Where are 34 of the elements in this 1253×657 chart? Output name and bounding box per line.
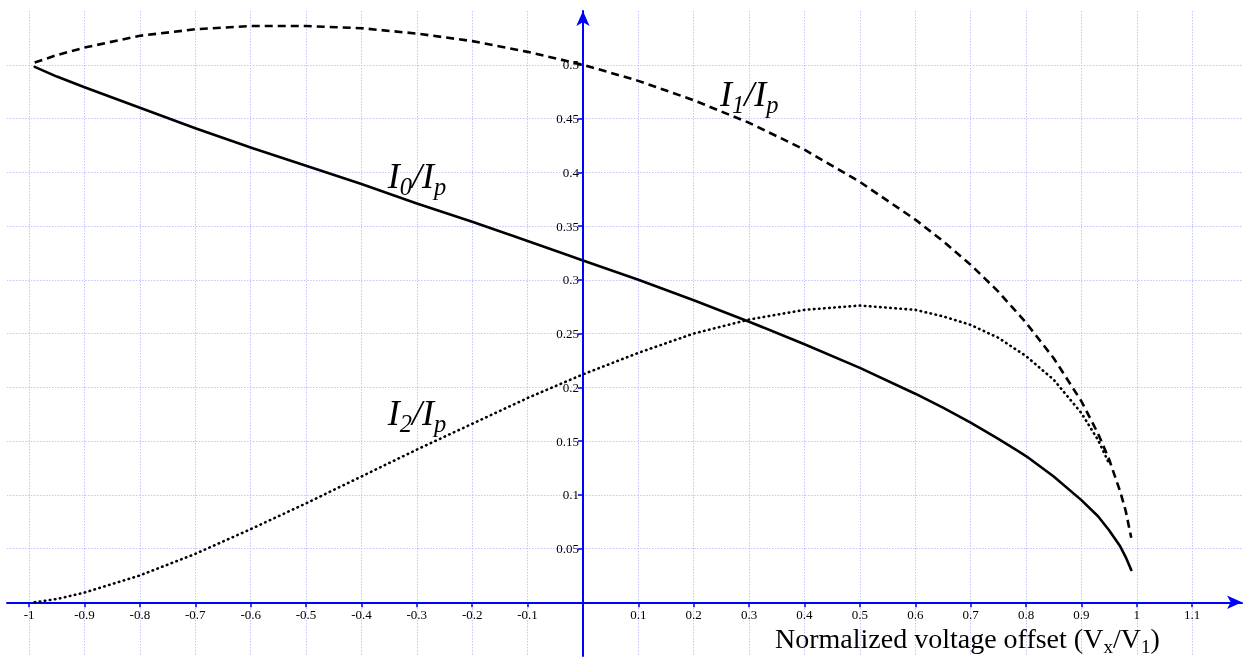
- x-tick-label: -0.5: [295, 607, 317, 623]
- x-tick-label: 0.8: [1017, 607, 1035, 623]
- y-tick-label: 0.15: [556, 433, 579, 449]
- x-tick-label: 0.2: [685, 607, 702, 623]
- x-tick-label: 0.3: [740, 607, 758, 623]
- x-tick-label: 0.4: [796, 607, 814, 623]
- y-tick-label: 0.05: [556, 541, 579, 556]
- x-tick-label: -0.2: [461, 607, 483, 623]
- x-tick-label: -1: [23, 607, 35, 623]
- x-tick-label: -0.6: [240, 607, 262, 623]
- x-tick-label: -0.4: [351, 607, 373, 623]
- y-tick-label: 0.45: [556, 111, 579, 126]
- series-label: I$_{0}$/I$_{p}$: [387, 156, 447, 201]
- x-tick-label: -0.3: [406, 607, 428, 623]
- y-tick-label: 0.3: [562, 272, 579, 288]
- x-tick-label: -0.9: [74, 607, 95, 623]
- series-label: I$_{1}$/I$_{p}$: [720, 73, 779, 118]
- x-tick-label: -0.7: [185, 607, 207, 623]
- y-tick-label: 0.2: [562, 379, 579, 395]
- y-tick-label: 0.35: [556, 218, 579, 234]
- x-tick-label: 0.7: [962, 607, 980, 623]
- x-tick-label: -0.1: [517, 607, 538, 623]
- x-axis-title: Normalized voltage offset (V$_{x}$/V$_{1}$): [775, 623, 1160, 657]
- x-tick-label: 0.5: [851, 607, 868, 623]
- x-tick-label: 0.9: [1073, 607, 1090, 623]
- x-tick-label: 1.1: [1184, 607, 1201, 623]
- x-tick-label: -0.8: [129, 607, 151, 623]
- x-tick-label: 1: [1133, 607, 1141, 623]
- y-tick-label: 0.25: [556, 326, 579, 341]
- x-tick-label: 0.1: [630, 607, 647, 623]
- y-tick-label: 0.1: [562, 487, 579, 503]
- x-tick-label: 0.6: [907, 607, 924, 623]
- y-tick-label: 0.4: [562, 164, 580, 180]
- series-label: I$_{2}$/I$_{p}$: [387, 392, 447, 437]
